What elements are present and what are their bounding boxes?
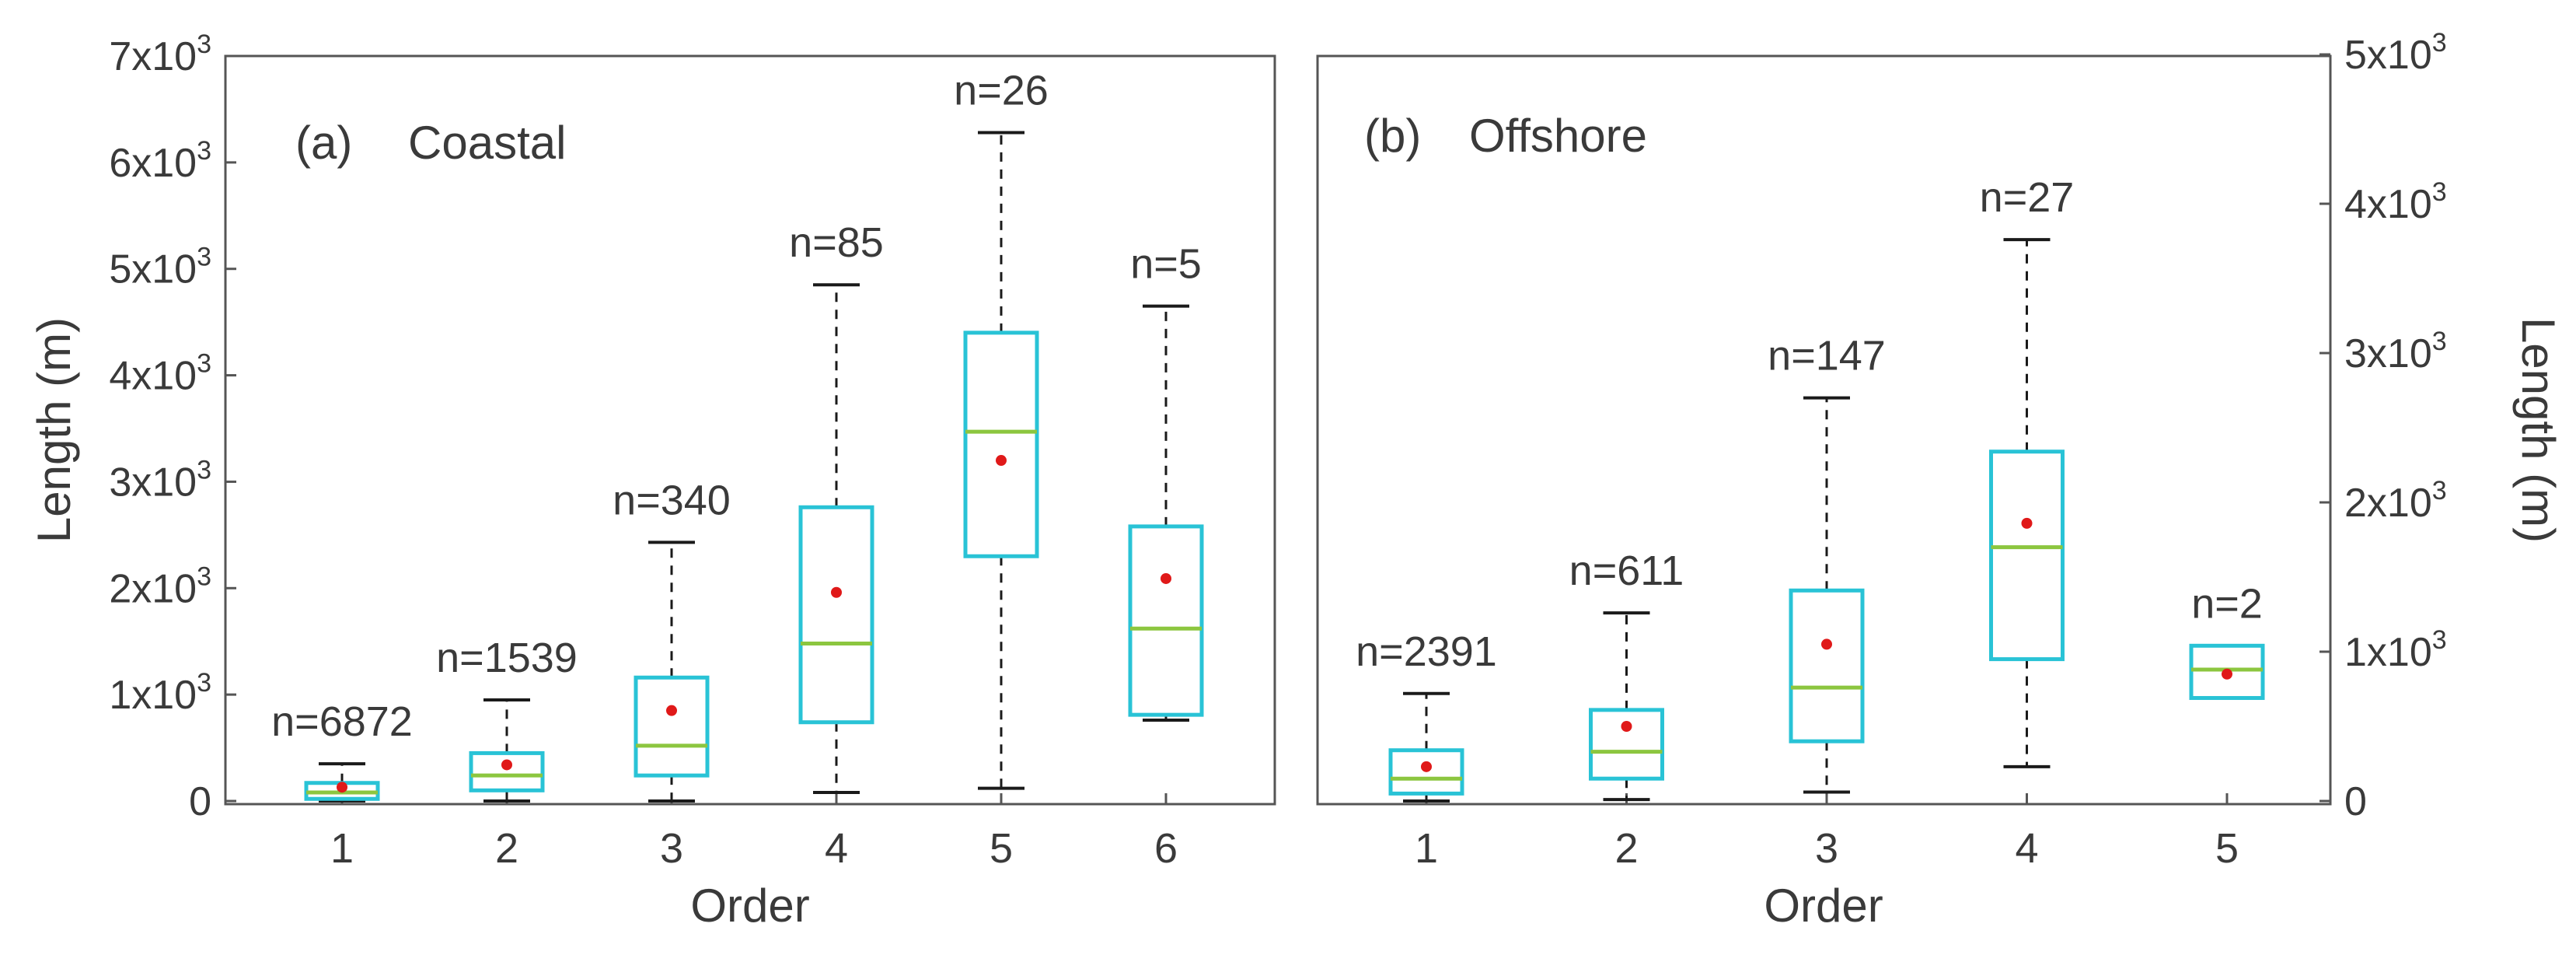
- x-tick-label-offshore: 2: [1614, 825, 1638, 872]
- x-tick-label-coastal: 5: [990, 825, 1013, 872]
- y-tick-label-offshore: 3x103: [2344, 327, 2447, 376]
- x-tick-label-offshore: 1: [1415, 825, 1438, 872]
- y-tick-label-coastal: 1x103: [109, 668, 211, 718]
- n-count-label: n=2391: [1356, 628, 1497, 675]
- panel-coastal: (a) Coastal Order Length (m) 0 1x103 2x103…: [28, 30, 1276, 932]
- y-tick-label-offshore: 4x103: [2344, 177, 2447, 227]
- box-coastal-order-6: n=5: [1128, 241, 1204, 722]
- iqr-box: [634, 675, 710, 778]
- plot-frame-offshore: [1316, 54, 2332, 806]
- y-tick-label-offshore: 2x103: [2344, 476, 2447, 526]
- mean-marker: [1421, 761, 1432, 772]
- n-count-label: n=26: [954, 68, 1049, 114]
- mean-marker: [1161, 572, 1171, 584]
- iqr-box: [1128, 524, 1204, 717]
- box-offshore-order-1: n=2391: [1356, 628, 1497, 803]
- iqr-box: [1789, 588, 1865, 743]
- mean-marker: [996, 455, 1007, 467]
- box-coastal-order-4: n=85: [789, 219, 884, 795]
- panel-offshore: (b) Offshore Order Length (m) 0 1x103 2x10…: [1316, 28, 2564, 932]
- y-tick-label-coastal: 3x103: [109, 455, 211, 505]
- y-tick-label-coastal: 4x103: [109, 349, 211, 399]
- mean-marker: [337, 782, 347, 793]
- box-offshore-order-3: n=147: [1768, 333, 1886, 794]
- y-tick-label-coastal: 6x103: [109, 136, 211, 186]
- iqr-box: [469, 750, 545, 792]
- mean-marker: [2222, 668, 2232, 680]
- n-count-label: n=6872: [271, 698, 413, 745]
- n-count-label: n=1539: [436, 635, 578, 681]
- x-axis-title-offshore: Order: [1764, 880, 1883, 932]
- y-tick-label-offshore: 1x103: [2344, 625, 2447, 675]
- y-axis-ticks-offshore: 0 1x103 2x103 3x103 4x103 5x103: [2319, 28, 2447, 824]
- y-tick-label-coastal: 5x103: [109, 243, 211, 292]
- box-coastal-order-2: n=1539: [436, 635, 578, 803]
- box-offshore-order-5: n=2: [2189, 580, 2265, 701]
- y-tick-label-offshore: 5x103: [2344, 28, 2447, 78]
- panel-title-offshore: Offshore: [1469, 110, 1647, 162]
- mean-marker: [666, 705, 677, 716]
- x-tick-label-offshore: 5: [2215, 825, 2239, 872]
- y-tick-label-coastal: 7x103: [109, 30, 211, 79]
- boxes-offshore: n=2391 n=611 n=147 n=27 n=2: [1356, 174, 2265, 803]
- x-tick-label-coastal: 1: [330, 825, 354, 872]
- mean-marker: [1621, 721, 1632, 732]
- x-tick-label-coastal: 4: [825, 825, 848, 872]
- mean-marker: [501, 759, 512, 771]
- y-axis-title-offshore: Length (m): [2512, 317, 2564, 543]
- n-count-label: n=147: [1768, 333, 1886, 380]
- box-offshore-order-4: n=27: [1980, 174, 2075, 768]
- x-tick-label-coastal: 2: [495, 825, 518, 872]
- box-coastal-order-5: n=26: [954, 68, 1049, 790]
- x-axis-title-coastal: Order: [690, 880, 809, 932]
- panel-title-coastal: Coastal: [408, 117, 566, 169]
- plot-frame-coastal: [224, 54, 1276, 806]
- y-tick-label-coastal: 0: [189, 779, 211, 824]
- mean-marker: [2021, 517, 2033, 529]
- box-coastal-order-3: n=340: [613, 477, 731, 803]
- x-axis-ticks-offshore: 1 2 3 4 5: [1415, 793, 2239, 872]
- boxes-coastal: n=6872 n=1539 n=340 n=85 n=26 n=5: [271, 68, 1204, 803]
- n-count-label: n=5: [1130, 241, 1202, 288]
- n-count-label: n=611: [1569, 547, 1684, 594]
- box-coastal-order-1: n=6872: [271, 698, 413, 803]
- x-tick-label-offshore: 3: [1815, 825, 1838, 872]
- x-tick-label-offshore: 4: [2015, 825, 2038, 872]
- panel-label-offshore: (b): [1364, 110, 1421, 162]
- box-offshore-order-2: n=611: [1569, 547, 1684, 802]
- n-count-label: n=2: [2191, 580, 2263, 627]
- y-tick-label-coastal: 2x103: [109, 561, 211, 611]
- iqr-box: [1589, 708, 1664, 781]
- y-axis-title-coastal: Length (m): [28, 317, 80, 543]
- n-count-label: n=85: [789, 219, 884, 266]
- y-tick-label-offshore: 0: [2344, 779, 2367, 824]
- iqr-box: [798, 505, 874, 725]
- n-count-label: n=340: [613, 477, 731, 523]
- panel-label-coastal: (a): [295, 117, 352, 169]
- mean-marker: [1821, 638, 1832, 650]
- n-count-label: n=27: [1980, 174, 2075, 221]
- x-tick-label-coastal: 3: [660, 825, 683, 872]
- x-tick-label-coastal: 6: [1154, 825, 1178, 872]
- iqr-box: [1989, 450, 2065, 662]
- y-axis-ticks-coastal: 0 1x103 2x103 3x103 4x103 5x103 6x103 7x103: [109, 30, 236, 824]
- iqr-box: [963, 331, 1039, 558]
- mean-marker: [831, 586, 842, 598]
